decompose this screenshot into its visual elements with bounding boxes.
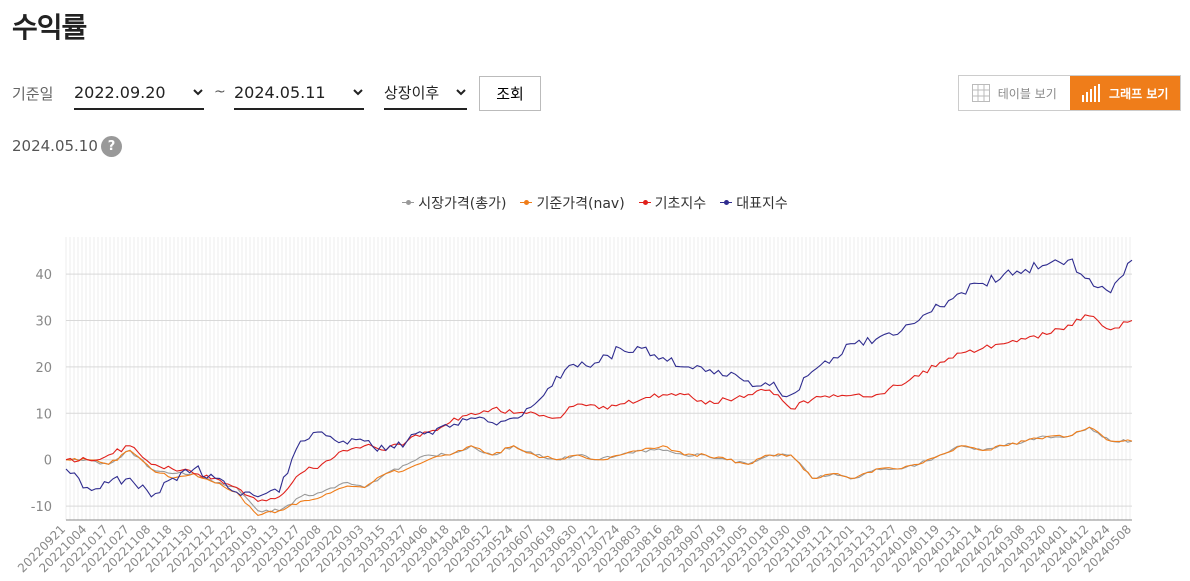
chevron-down-icon: [193, 89, 203, 96]
legend-item-base-index[interactable]: 기초지수: [638, 193, 707, 213]
date-from-select[interactable]: 2022.09.20: [74, 76, 204, 110]
legend-label: 시장가격(총가): [418, 196, 507, 212]
date-from-value: 2022.09.20: [74, 82, 166, 102]
y-tick-label: -10: [31, 500, 52, 515]
y-tick-label: 10: [35, 407, 52, 422]
search-button[interactable]: 조회: [479, 76, 541, 111]
y-tick-label: 40: [35, 268, 52, 283]
legend-marker-icon: [638, 197, 651, 209]
legend-label: 기초지수: [654, 196, 707, 212]
date-filter-label: 기준일: [12, 85, 54, 103]
legend-marker-icon: [402, 197, 415, 209]
as-of-date: 2024.05.10: [12, 137, 98, 155]
legend-label: 대표지수: [736, 196, 788, 212]
chevron-down-icon: [456, 89, 466, 96]
graph-view-button[interactable]: 그래프 보기: [1069, 76, 1180, 110]
return-line-chart: -100102030402022092120221004202210172022…: [15, 237, 1134, 575]
date-range-separator: ~: [214, 84, 226, 100]
y-tick-label: 20: [35, 361, 52, 376]
y-tick-label: 0: [44, 454, 52, 469]
legend-marker-icon: [720, 197, 733, 209]
y-tick-label: 30: [35, 315, 52, 330]
legend-item-market-price[interactable]: 시장가격(총가): [402, 193, 506, 213]
series-line-2: [65, 426, 1133, 517]
series-line-4: [65, 258, 1133, 498]
date-to-select[interactable]: 2024.05.11: [234, 76, 364, 110]
legend-marker-icon: [520, 197, 533, 209]
help-icon[interactable]: ?: [101, 136, 122, 157]
period-select[interactable]: 상장이후: [384, 76, 467, 110]
table-grid-icon: [971, 84, 990, 102]
view-toggle: 테이블 보기 그래프 보기: [958, 75, 1181, 111]
graph-view-label: 그래프 보기: [1109, 86, 1169, 101]
table-view-label: 테이블 보기: [997, 86, 1057, 101]
chevron-down-icon: [353, 89, 363, 96]
chart-legend: 시장가격(총가) 기준가격(nav) 기초지수 대표지수: [0, 193, 1190, 213]
bar-chart-icon: [1082, 84, 1101, 102]
legend-item-nav[interactable]: 기준가격(nav): [520, 193, 625, 213]
date-to-value: 2024.05.11: [234, 82, 326, 102]
period-value: 상장이후: [384, 83, 440, 102]
page-title: 수익률: [12, 11, 87, 44]
legend-label: 기준가격(nav): [536, 196, 625, 212]
table-view-button[interactable]: 테이블 보기: [959, 76, 1070, 110]
legend-item-benchmark-index[interactable]: 대표지수: [720, 193, 788, 213]
